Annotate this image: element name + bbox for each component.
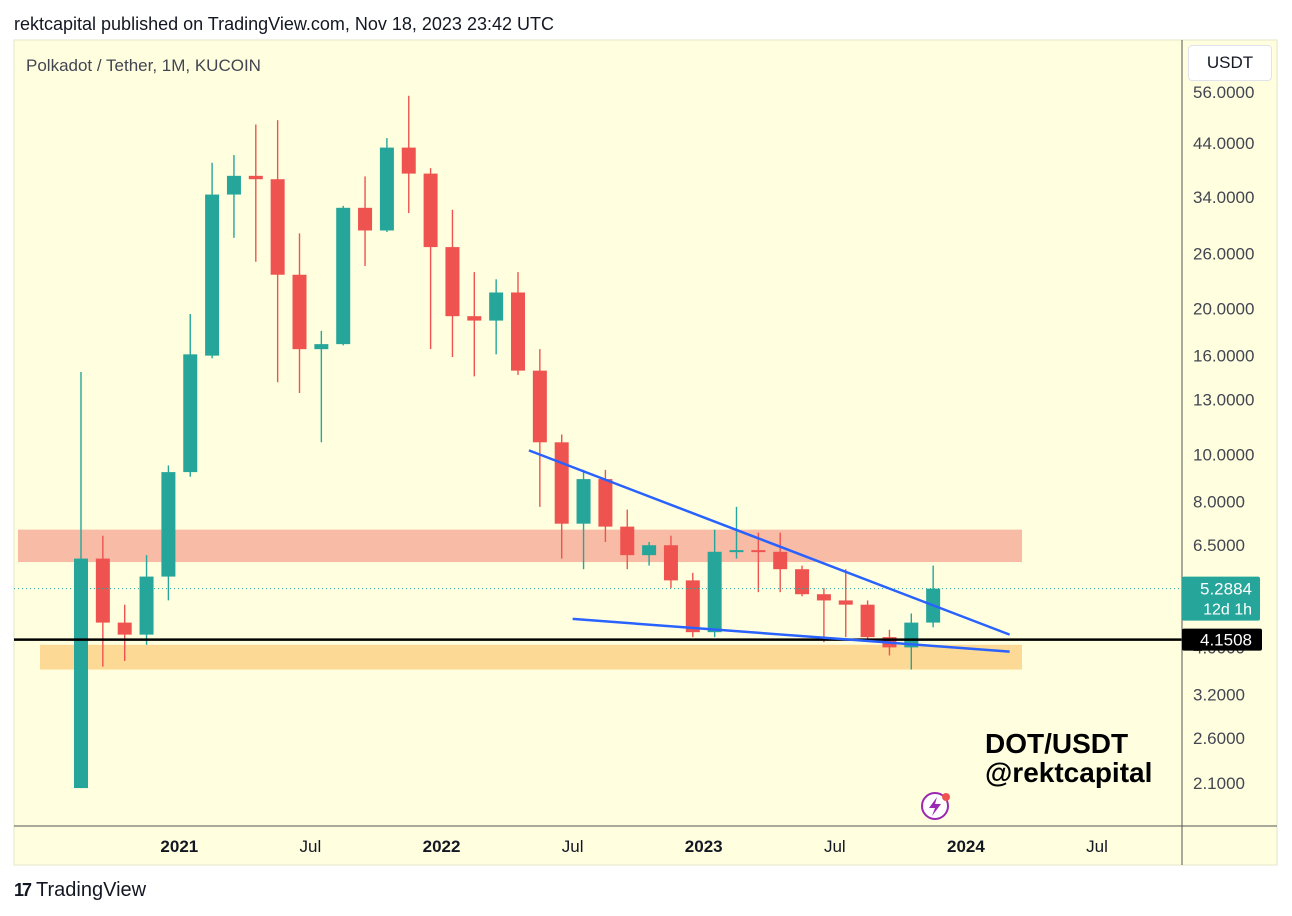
tradingview-logo-icon: 17 (14, 880, 32, 900)
candle-down (751, 550, 766, 553)
candle-down (663, 545, 678, 581)
candle-up (161, 472, 176, 577)
candle-up (314, 344, 329, 350)
time-tick-label: Jul (1086, 837, 1108, 856)
price-tick-label: 3.2000 (1193, 685, 1245, 704)
support-price-tag (1182, 628, 1262, 651)
candle-down (467, 316, 482, 321)
last-price-value: 5.2884 (1200, 580, 1252, 599)
price-tick-label: 44.0000 (1193, 134, 1254, 153)
publish-header: rektcapital published on TradingView.com… (14, 14, 554, 34)
currency-button[interactable]: USDT (1188, 45, 1272, 81)
candle-down (117, 622, 132, 635)
watermark-pair: DOT/USDT (985, 728, 1128, 759)
time-tick-label: 2022 (423, 837, 461, 856)
time-tick-label: Jul (824, 837, 846, 856)
candle-down (598, 479, 613, 527)
price-tick-label: 2.1000 (1193, 774, 1245, 793)
candle-up (74, 558, 88, 789)
time-tick-label: 2021 (160, 837, 198, 856)
price-tick-label: 20.0000 (1193, 300, 1254, 319)
candle-down (685, 580, 700, 633)
time-tick-label: Jul (300, 837, 322, 856)
candle-up (336, 207, 351, 345)
candle-down (445, 247, 460, 317)
last-price-tag (1182, 576, 1260, 621)
candle-up (729, 550, 744, 553)
candle-down (532, 370, 547, 443)
candle-down (773, 551, 788, 570)
price-tick-label: 34.0000 (1193, 188, 1254, 207)
candle-down (795, 569, 810, 595)
candle-up (576, 479, 591, 524)
price-tick-label: 26.0000 (1193, 244, 1254, 263)
candle-down (401, 147, 416, 174)
price-tick-label: 6.5000 (1193, 536, 1245, 555)
candle-down (358, 207, 373, 231)
candle-up (707, 551, 722, 633)
time-tick-label: 2023 (685, 837, 723, 856)
candle-up (183, 354, 198, 473)
candle-down (423, 173, 438, 248)
candle-down (554, 442, 569, 524)
candle-up (904, 622, 919, 648)
time-tick-label: 2024 (947, 837, 985, 856)
candle-up (226, 175, 241, 195)
price-tick-label: 13.0000 (1193, 390, 1254, 409)
symbol-label: Polkadot / Tether, 1M, KUCOIN (26, 56, 261, 75)
price-tick-label: 8.0000 (1193, 493, 1245, 512)
tradingview-footer[interactable]: 17 TradingView (14, 879, 146, 902)
candle-down (511, 292, 525, 371)
time-tick-label: Jul (562, 837, 584, 856)
trendline (572, 617, 1010, 653)
candle-down (95, 558, 110, 623)
candle-down (816, 594, 831, 601)
tradingview-brand: TradingView (36, 879, 147, 901)
resistance-zone (18, 529, 1022, 563)
candle-down (838, 600, 853, 605)
candle-up (379, 147, 394, 231)
watermark-author: @rektcapital (985, 757, 1152, 788)
lightning-icon[interactable] (921, 792, 950, 820)
support-price-value: 4.1508 (1200, 631, 1252, 650)
candle-up (642, 545, 657, 556)
price-tick-label: 10.0000 (1193, 446, 1254, 465)
candle-down (292, 274, 307, 350)
candle-up (139, 576, 154, 635)
chart-background (13, 39, 1278, 866)
candle-up (489, 292, 504, 321)
support-zone (40, 644, 1022, 670)
trendline (528, 449, 1011, 636)
price-tick-label: 2.6000 (1193, 729, 1245, 748)
price-tick-label: 56.0000 (1193, 83, 1254, 102)
candle-down (248, 175, 263, 180)
candle-up (205, 194, 220, 356)
price-tick-label: 16.0000 (1193, 347, 1254, 366)
bar-countdown: 12d 1h (1203, 602, 1252, 619)
candle-down (620, 526, 635, 556)
candle-down (270, 179, 285, 275)
candle-down (860, 604, 875, 638)
